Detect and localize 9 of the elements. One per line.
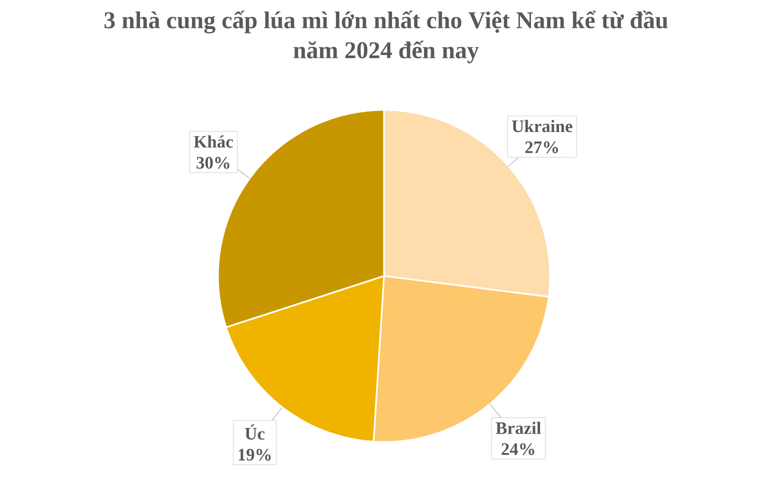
slice-label: Úc <box>245 424 265 440</box>
slice-label: Brazil <box>496 422 541 434</box>
slice-label: Khác <box>194 135 233 148</box>
data-label: 30% <box>196 156 230 169</box>
slice-label: Ukraine <box>512 120 572 132</box>
chart-title: 3 nhà cung cấp lúa mì lớn nhất cho Việt Nam kể từ đầu năm 2024 đến nay <box>104 10 668 64</box>
data-label: 19% <box>238 448 271 461</box>
data-label: 24% <box>502 443 534 456</box>
data-label: 27% <box>525 141 558 154</box>
